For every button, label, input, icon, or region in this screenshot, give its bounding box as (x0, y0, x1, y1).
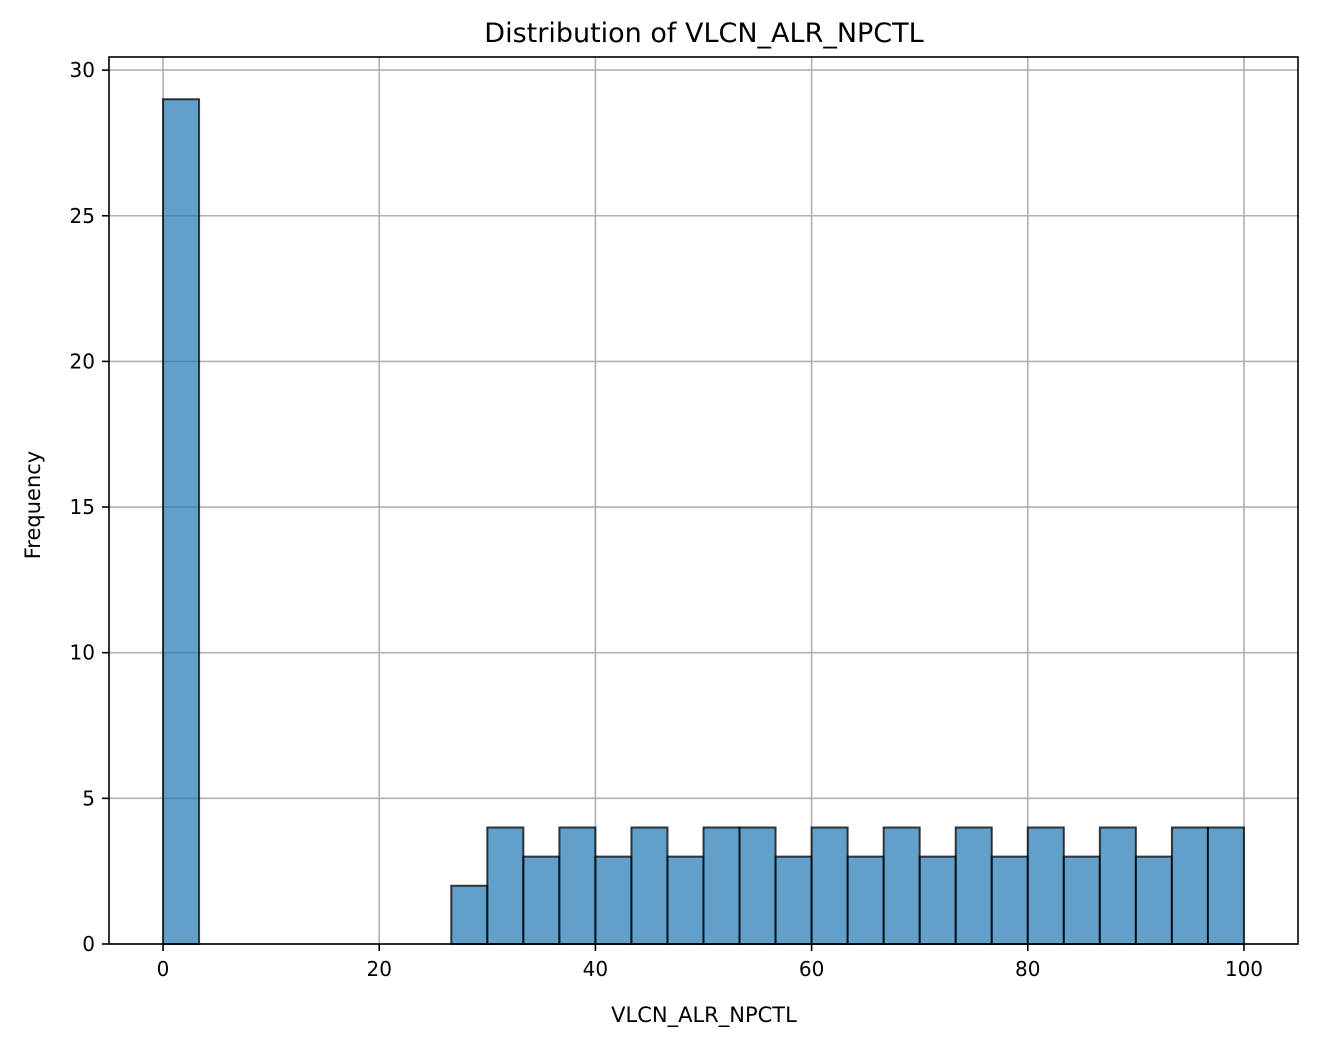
histogram-bar-17 (774, 855, 813, 945)
histogram-bar-16 (738, 826, 777, 946)
histogram-bar-21 (918, 855, 957, 945)
x-tick-label-1: 20 (367, 957, 392, 981)
histogram-bar-18 (810, 826, 849, 946)
y-tick-label-6: 30 (70, 58, 95, 82)
histogram-bar-29 (1206, 826, 1245, 946)
histogram-bar-0 (162, 98, 201, 945)
histogram-bar-11 (558, 826, 597, 946)
histogram-bar-25 (1062, 855, 1101, 945)
histogram-bar-8 (450, 884, 489, 945)
histogram-bar-12 (594, 855, 633, 945)
histogram-bar-27 (1134, 855, 1173, 945)
plot-frame (108, 56, 1299, 945)
y-tick-label-2: 10 (70, 641, 95, 665)
y-axis-label: Frequency (21, 451, 45, 560)
chart-title: Distribution of VLCN_ALR_NPCTL (484, 18, 923, 49)
histogram-bar-24 (1026, 826, 1065, 946)
x-tick-label-3: 60 (799, 957, 824, 981)
histogram-bar-10 (522, 855, 561, 945)
histogram-bars (162, 98, 1245, 946)
histogram-bar-26 (1098, 826, 1137, 946)
y-tick-label-4: 20 (70, 349, 95, 373)
histogram-bar-9 (486, 826, 525, 946)
x-tick-label-2: 40 (583, 957, 608, 981)
histogram-bar-28 (1170, 826, 1209, 946)
x-axis-label: VLCN_ALR_NPCTL (611, 1003, 797, 1028)
grid-lines (109, 57, 1298, 945)
y-tick-label-5: 25 (70, 204, 95, 228)
histogram-bar-14 (666, 855, 705, 945)
x-tick-label-4: 80 (1015, 957, 1040, 981)
histogram-bar-19 (846, 855, 885, 945)
x-tick-label-0: 0 (157, 957, 170, 981)
axis-ticks: 0 20 40 60 80 100 0 5 10 15 20 25 30 (70, 58, 1264, 981)
histogram-bar-22 (954, 826, 993, 946)
y-tick-label-1: 5 (82, 786, 95, 810)
y-tick-label-3: 15 (70, 495, 95, 519)
histogram-bar-23 (990, 855, 1029, 945)
x-tick-label-5: 100 (1225, 957, 1263, 981)
y-tick-label-0: 0 (82, 932, 95, 956)
histogram-bar-15 (702, 826, 741, 946)
histogram-bar-13 (630, 826, 669, 946)
histogram-bar-20 (882, 826, 921, 946)
